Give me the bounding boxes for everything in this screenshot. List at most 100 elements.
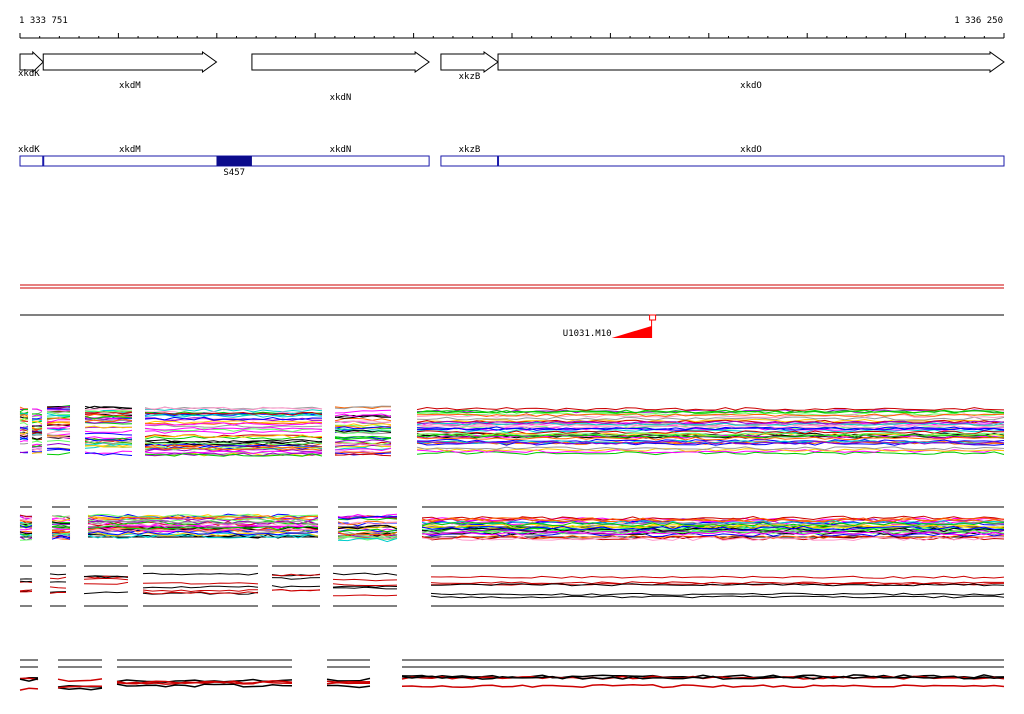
profile-line [57,685,103,689]
profile-line [337,513,398,519]
profile-line [84,443,133,447]
profile-line [31,414,43,417]
gene-label: xkdN [330,93,352,103]
profile-line [416,409,1005,414]
profile-line [19,427,29,430]
profile-line [421,517,1005,523]
profile-line [416,406,1005,411]
profile-line [19,435,29,438]
profile-line [19,516,33,522]
gene-xkzb: xkzB [440,51,499,82]
profile-line [332,572,398,576]
profile-line [19,678,39,682]
expression-segment [51,506,71,540]
profile-line [84,407,133,411]
profile-line [31,421,43,425]
profile-line [87,534,319,539]
promoter-label: U1031.M10 [563,329,612,339]
profile-line [51,518,71,522]
profile-line [326,680,371,683]
operon-feature-block [216,156,252,166]
operon-gene-label: xkdM [119,145,141,155]
gene-xkdm: xkdM [42,51,218,91]
gene-arrow [251,51,430,73]
profile-line [144,406,323,411]
profile-line [87,513,319,519]
expression-segment [416,406,1005,456]
profile-line [271,577,321,580]
expression-segment [19,406,29,454]
profile-line [49,591,67,594]
profile-line [46,417,71,420]
profile-line [84,440,133,445]
profile-line [145,422,323,426]
profile-line [57,687,103,691]
gene-label: xkdM [119,81,141,91]
profile-line [144,417,323,422]
profile-line [31,427,43,430]
expression-segment [87,506,319,539]
profile-line [334,426,392,430]
profile-line [416,409,1005,414]
profile-line [46,436,71,438]
operon-track: S457 xkdK xkdM xkdN xkzB xkdO [18,145,1005,178]
profile-line [84,437,133,442]
profile-line [334,453,392,457]
profile-line [32,408,43,412]
profile-line [19,528,33,531]
profile-line [416,440,1005,445]
profile-line [332,586,397,590]
profile-line [334,413,392,418]
profile-line [31,413,43,416]
profile-line [337,521,398,526]
profile-line [334,420,392,425]
profile-line [144,420,323,425]
profile-line [20,431,29,435]
profile-line [31,444,43,447]
profile-line [334,451,392,455]
profile-line [116,683,293,688]
profile-line [332,583,398,586]
profile-line [87,515,319,521]
profile-line [84,421,133,424]
profile-line [51,532,71,537]
profile-line [327,684,371,689]
profile-line [334,435,392,439]
profile-line [19,687,39,691]
profile-line [87,525,319,531]
profile-line [19,431,29,434]
gene-label: xkdO [740,81,762,91]
profile-line [421,529,1005,535]
profile-line [334,409,392,414]
profile-line [47,409,71,411]
profile-line [31,437,43,440]
profile-line [334,414,391,418]
profile-line [84,442,133,446]
profile-line [84,413,133,418]
expression-segment [421,506,1005,542]
profile-line [87,524,319,530]
profile-line [51,515,71,518]
expression-segment [142,565,259,607]
profile-line [31,417,43,420]
expression-segment [19,565,33,607]
profile-line [51,526,71,530]
profile-line [416,424,1005,429]
profile-line [84,410,133,413]
profile-line [19,589,33,592]
profile-line [416,434,1005,439]
profile-line [20,442,29,445]
promoter-track: U1031.M10 [20,314,1004,339]
profile-line [31,425,43,427]
expression-segment [49,565,67,607]
profile-line [19,522,33,526]
expression-segment [337,506,398,543]
profile-line [144,416,323,421]
profile-line [416,416,1005,421]
expression-segment [332,565,398,607]
profile-line [142,589,258,593]
profile-line [271,573,321,577]
profile-line [46,419,70,424]
profile-line [19,580,33,583]
